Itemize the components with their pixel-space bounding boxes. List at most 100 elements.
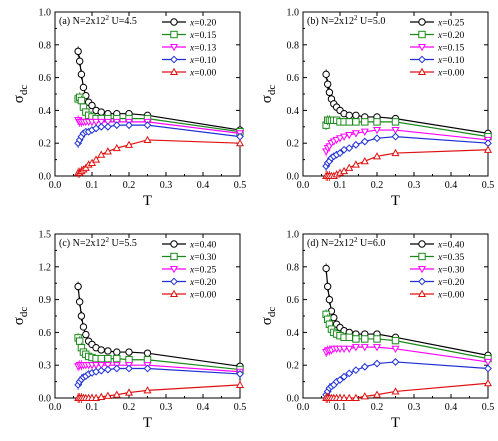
- data-point: [391, 345, 400, 354]
- data-point: [372, 390, 382, 398]
- data-point: [112, 364, 121, 373]
- y-axis-symbol: σ: [11, 317, 27, 325]
- x-axis-title: T: [391, 415, 400, 431]
- data-point: [143, 356, 152, 364]
- x-tick-label: 0.0: [49, 402, 62, 413]
- panel-title-sup: 2: [354, 14, 358, 22]
- data-point: [97, 108, 105, 116]
- legend: x=0.40x=0.30x=0.25x=0.20x=0.00: [162, 240, 216, 301]
- y-tick-label: 0.4: [287, 106, 300, 117]
- data-point: [373, 359, 381, 368]
- data-point: [352, 366, 360, 375]
- y-tick-label: 0.6: [287, 295, 300, 306]
- data-point: [360, 128, 369, 136]
- y-tick-label: 0.9: [39, 295, 52, 306]
- x-tick-label: 0.1: [334, 180, 347, 191]
- legend-variable: x: [437, 19, 443, 29]
- data-point: [373, 134, 381, 143]
- data-point: [336, 376, 344, 384]
- data-point: [352, 111, 360, 120]
- series-1: [322, 309, 492, 363]
- legend-label: x=0.15: [189, 31, 216, 41]
- legend-variable: x: [189, 69, 195, 79]
- series-4: [322, 145, 493, 181]
- legend-value: =0.15: [194, 31, 216, 41]
- data-point: [75, 298, 84, 306]
- data-point: [124, 140, 134, 148]
- legend-variable: x: [189, 278, 195, 288]
- data-point: [484, 139, 492, 148]
- data-point: [77, 70, 86, 79]
- x-tick-label: 0.0: [297, 180, 310, 191]
- y-axis-subscript: dc: [18, 307, 30, 318]
- x-tick-label: 0.4: [445, 180, 458, 191]
- legend-marker: [417, 265, 427, 274]
- legend-variable: x: [189, 44, 195, 54]
- legend-marker: [418, 30, 426, 39]
- data-point: [97, 362, 106, 370]
- legend-value: =0.10: [442, 56, 464, 66]
- series-line: [325, 361, 489, 395]
- data-point: [325, 295, 334, 304]
- data-point: [391, 118, 400, 126]
- panel-title-main: (d) N=2x12: [307, 238, 354, 249]
- data-point: [360, 157, 369, 165]
- data-point: [345, 393, 354, 402]
- data-point: [92, 155, 101, 163]
- legend-variable: x: [437, 278, 443, 288]
- x-tick-label: 0.3: [408, 180, 421, 191]
- y-axis-title-group: σdc: [259, 307, 278, 326]
- data-point: [351, 130, 360, 138]
- data-point: [125, 348, 133, 356]
- panel-title: (d) N=2x122 U=6.0: [307, 236, 385, 249]
- data-point: [143, 349, 152, 357]
- y-tick-label: 0.2: [39, 139, 52, 150]
- data-point: [360, 344, 369, 352]
- data-point: [391, 358, 400, 366]
- data-point: [82, 330, 90, 339]
- data-point: [103, 147, 112, 155]
- series-3: [322, 358, 492, 400]
- x-tick-label: 0.2: [371, 180, 384, 191]
- legend-variable: x: [437, 69, 443, 79]
- data-point: [103, 362, 112, 370]
- y-axis-title: σdc: [259, 85, 278, 104]
- panel-title: (c) N=2x122 U=5.5: [59, 236, 137, 249]
- legend-value: =0.30: [442, 266, 464, 276]
- data-point: [97, 346, 105, 354]
- data-point: [97, 150, 106, 158]
- data-point: [322, 70, 330, 79]
- data-point: [97, 366, 106, 375]
- data-point: [74, 282, 82, 291]
- data-point: [345, 369, 354, 378]
- legend-value: =0.00: [194, 69, 216, 79]
- legend-marker: [169, 265, 179, 274]
- data-point: [104, 354, 112, 363]
- data-point: [125, 364, 133, 373]
- legend-value: =0.13: [194, 44, 216, 54]
- y-tick-label: 1.2: [39, 262, 52, 273]
- y-axis-symbol: σ: [259, 95, 275, 103]
- data-point: [483, 379, 493, 387]
- legend-marker: [170, 55, 178, 64]
- legend-marker: [418, 277, 426, 286]
- series-2: [74, 115, 245, 138]
- legend-label: x=0.20: [189, 19, 216, 29]
- data-point: [125, 121, 133, 130]
- data-point: [372, 127, 382, 135]
- y-tick-label: 0.8: [287, 40, 300, 51]
- data-point: [104, 122, 112, 131]
- data-point: [113, 348, 121, 356]
- legend-marker: [417, 289, 427, 298]
- x-tick-label: 0.5: [482, 402, 495, 413]
- data-point: [103, 118, 112, 127]
- x-tick-label: 0.3: [408, 402, 421, 413]
- y-axis-title: σdc: [11, 85, 30, 104]
- x-tick-label: 0.0: [49, 180, 62, 191]
- panel-title-main: (c) N=2x12: [59, 238, 105, 249]
- x-axis-title: T: [143, 193, 152, 209]
- legend: x=0.25x=0.20x=0.15x=0.10x=0.00: [410, 18, 464, 79]
- panel-b: 0.0 0.1 0.2 0.3 0.4 0.5 0.0 0.2 0.4 0.6 0.8 1.0 Tσdc…: [259, 8, 494, 210]
- data-point: [340, 345, 349, 354]
